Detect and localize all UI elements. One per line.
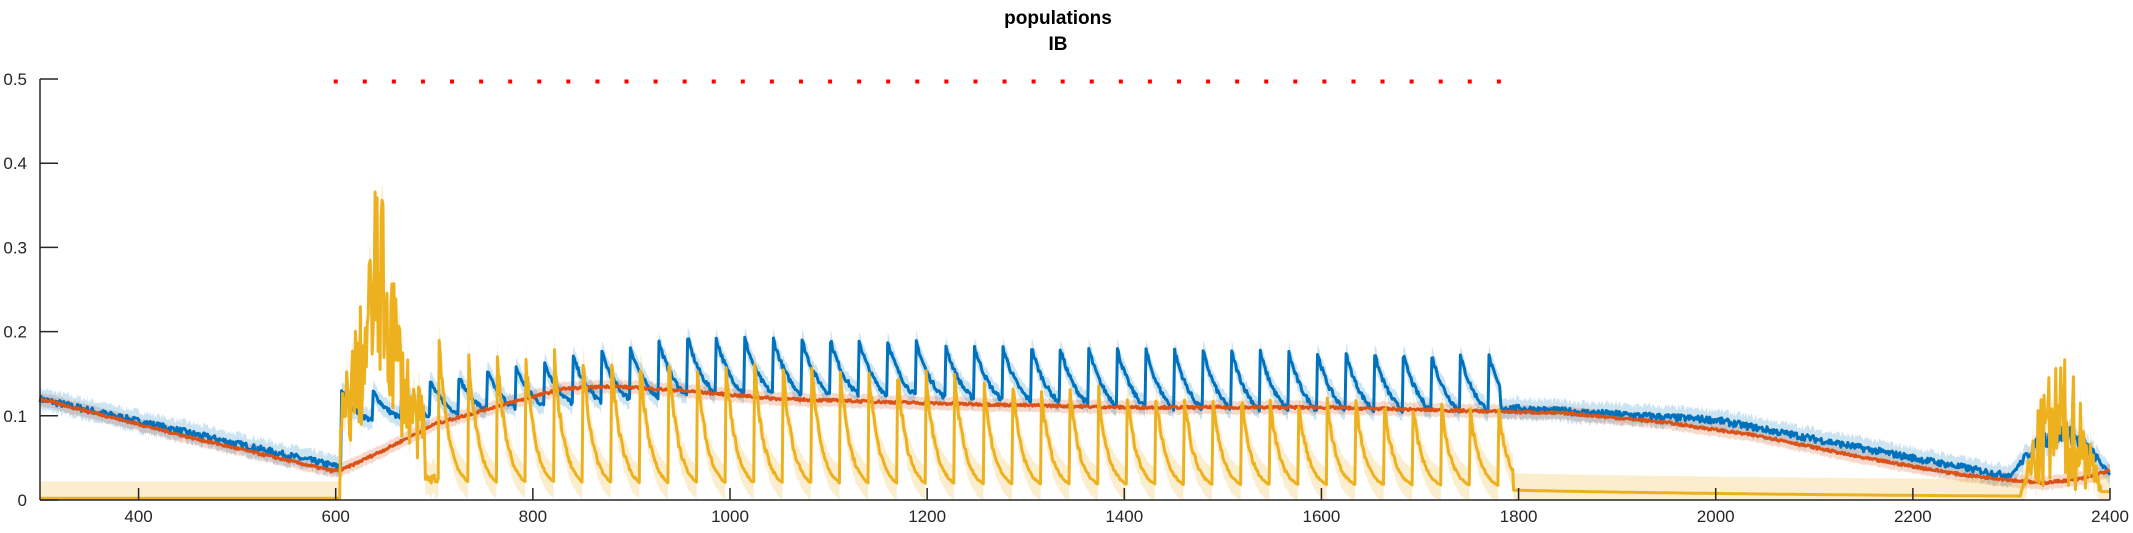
stimulus-marker <box>566 79 571 84</box>
plot-area <box>38 79 2112 500</box>
stimulus-marker <box>1031 79 1036 84</box>
stimulus-marker <box>1467 79 1472 84</box>
x-tick-label: 1200 <box>908 507 946 526</box>
stimulus-marker <box>711 79 716 84</box>
series-lines <box>38 190 2112 500</box>
stimulus-marker <box>857 79 862 84</box>
stimulus-marker <box>1496 79 1501 84</box>
x-tick-label: 2200 <box>1894 507 1932 526</box>
y-tick-label: 0.2 <box>3 323 27 342</box>
stimulus-marker <box>769 79 774 84</box>
stimulus-marker <box>1409 79 1414 84</box>
x-tick-label: 800 <box>519 507 547 526</box>
stimulus-marker <box>1089 79 1094 84</box>
stimulus-marker <box>1206 79 1211 84</box>
stimulus-marker <box>886 79 891 84</box>
stimulus-marker <box>1002 79 1007 84</box>
x-tick-label: 2400 <box>2091 507 2129 526</box>
y-tick-label: 0.3 <box>3 238 27 257</box>
stimulus-marker <box>537 79 542 84</box>
stimulus-marker <box>450 79 455 84</box>
y-tick-label: 0.1 <box>3 407 27 426</box>
x-tick-label: 1600 <box>1303 507 1341 526</box>
stimulus-marker <box>1060 79 1065 84</box>
stimulus-marker <box>682 79 687 84</box>
stimulus-marker <box>508 79 513 84</box>
stimulus-marker <box>1235 79 1240 84</box>
stimulus-marker <box>1380 79 1385 84</box>
stimulus-marker <box>828 79 833 84</box>
stimulus-marker <box>420 79 425 84</box>
y-tick-label: 0 <box>18 491 27 510</box>
series-2-line <box>38 384 2111 486</box>
shaded-error-bands <box>40 175 2110 500</box>
x-tick-label: 1800 <box>1500 507 1538 526</box>
stimulus-marker <box>624 79 629 84</box>
stimulus-marker <box>595 79 600 84</box>
x-ticks: 400 600 800 1000 1200 1400 1600 1800 2000 2200 240… <box>124 488 2129 526</box>
x-tick-label: 1400 <box>1105 507 1143 526</box>
stimulus-marker <box>973 79 978 84</box>
stimulus-marker <box>479 79 484 84</box>
chart-subtitle: IB <box>1049 34 1068 55</box>
axes: 400 600 800 1000 1200 1400 1600 1800 2000 2200 240… <box>3 70 2129 526</box>
series-1-band <box>40 327 2110 489</box>
stimulus-marker <box>915 79 920 84</box>
stimulus-marker <box>1438 79 1443 84</box>
x-tick-label: 400 <box>124 507 152 526</box>
stimulus-marker <box>391 79 396 84</box>
chart-title: populations <box>1004 8 1112 29</box>
stimulus-marker <box>653 79 658 84</box>
series-2-band <box>40 378 2110 491</box>
stimulus-marker <box>1147 79 1152 84</box>
y-ticks: 0 0.1 0.2 0.3 0.4 0.5 <box>3 70 58 510</box>
x-tick-label: 1000 <box>711 507 749 526</box>
stimulus-marker <box>333 79 338 84</box>
x-tick-label: 2000 <box>1697 507 1735 526</box>
stimulus-marker <box>1351 79 1356 84</box>
stimulus-marker <box>1176 79 1181 84</box>
y-tick-label: 0.5 <box>3 70 27 89</box>
x-tick-label: 600 <box>322 507 350 526</box>
stimulus-marker <box>798 79 803 84</box>
stimulus-marker <box>1322 79 1327 84</box>
series-3-line <box>39 190 2111 500</box>
y-tick-label: 0.4 <box>3 154 27 173</box>
stimulus-marker <box>1293 79 1298 84</box>
series-1-line <box>38 335 2112 480</box>
stimulus-marker <box>944 79 949 84</box>
stimulus-marker <box>1264 79 1269 84</box>
stimulus-markers <box>333 79 1501 84</box>
stimulus-marker <box>740 79 745 84</box>
stimulus-marker <box>1118 79 1123 84</box>
stimulus-marker <box>362 79 367 84</box>
